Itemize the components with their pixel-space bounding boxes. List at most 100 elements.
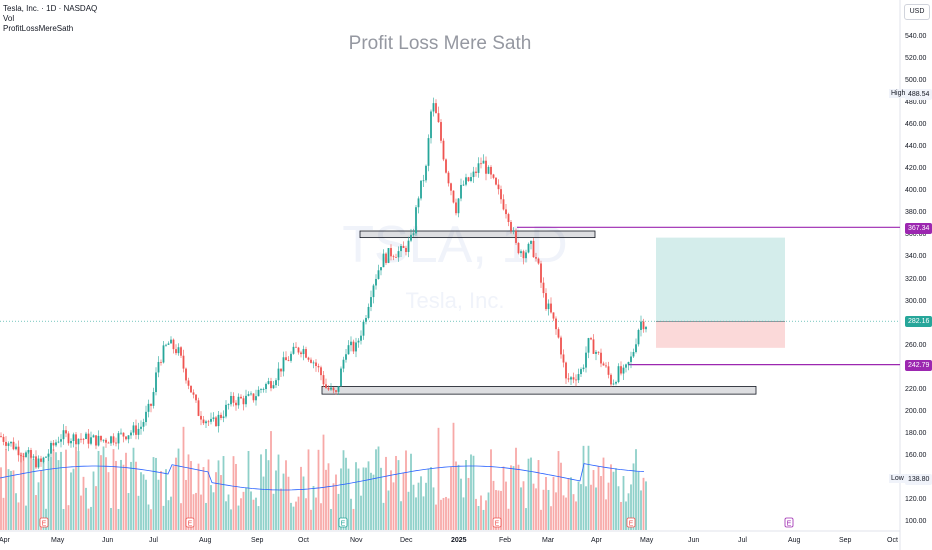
volume-bar [557, 451, 560, 530]
time-tick-label: Sep [839, 537, 852, 544]
candle [587, 338, 590, 353]
time-tick-label: Oct [887, 537, 898, 544]
candle [107, 442, 110, 444]
volume-indicator-label[interactable]: Vol [3, 14, 15, 23]
candle [357, 340, 360, 343]
support-zone[interactable] [321, 386, 757, 395]
candle [615, 382, 617, 384]
candle [440, 122, 442, 141]
earnings-icon-label: E [341, 521, 346, 528]
candle [467, 177, 470, 182]
volume-bar [177, 448, 180, 530]
earnings-icon[interactable] [492, 517, 502, 528]
candle [167, 343, 170, 345]
volume-bar [27, 450, 30, 530]
target-zone[interactable] [656, 237, 785, 322]
candle [307, 357, 310, 360]
volume-bar [295, 501, 297, 530]
candle [105, 439, 107, 443]
volume-bar [585, 486, 587, 530]
volume-bar [150, 509, 152, 530]
earnings-icon-label: E [629, 521, 634, 528]
volume-bar [570, 477, 572, 530]
volume-bar [292, 506, 295, 530]
volume-bar [250, 491, 252, 530]
earnings-icon[interactable] [185, 517, 195, 528]
stop-zone[interactable] [656, 321, 785, 348]
resistance-zone[interactable] [359, 230, 596, 239]
time-tick-label: Aug [788, 537, 801, 544]
earnings-icon[interactable] [39, 517, 49, 528]
earnings-icon[interactable] [626, 517, 636, 528]
candle [242, 398, 245, 405]
candle [152, 392, 155, 406]
volume-bar [255, 497, 257, 530]
candle [280, 368, 282, 372]
candle [512, 230, 515, 232]
volume-bar [200, 494, 202, 530]
volume-bar [597, 466, 600, 530]
candle [532, 240, 535, 258]
candle [287, 360, 290, 361]
volume-bar [82, 476, 85, 530]
volume-bar [590, 484, 592, 530]
volume-bar [235, 463, 237, 530]
volume-bar [50, 456, 52, 530]
volume-bar [262, 476, 265, 530]
volume-bar [547, 489, 550, 530]
volume-bar [602, 457, 605, 530]
volume-bar [307, 449, 310, 530]
candle [355, 342, 357, 352]
candle [47, 453, 50, 457]
candle [335, 390, 337, 392]
volume-bar [132, 447, 135, 530]
candle [535, 257, 537, 259]
candle [255, 396, 257, 401]
volume-bar [575, 501, 577, 530]
candle [227, 404, 230, 406]
candle [250, 393, 252, 395]
time-tick-label: Feb [499, 537, 512, 544]
candle [180, 347, 182, 356]
volume-bar [470, 454, 472, 530]
candle [35, 456, 37, 468]
volume-bar [620, 501, 622, 530]
volume-bar [192, 494, 195, 530]
candle [145, 411, 147, 423]
volume-bar [495, 490, 497, 530]
candle [460, 184, 462, 199]
price-tick-label: 400.00 [905, 187, 927, 195]
symbol-info[interactable]: Tesla, Inc. · 1D · NASDAQ [3, 4, 98, 13]
volume-bar [360, 495, 362, 530]
candle [285, 357, 287, 361]
earnings-icon[interactable] [338, 517, 348, 528]
candle [305, 349, 307, 358]
volume-bar [70, 472, 72, 530]
volume-bar [415, 497, 417, 530]
volume-bar [347, 468, 350, 530]
candle [380, 267, 382, 271]
volume-bar [625, 501, 627, 530]
volume-bar [552, 476, 555, 530]
script-indicator-label[interactable]: ProfitLossMereSath [3, 24, 74, 33]
currency-button[interactable]: USD [904, 4, 930, 20]
time-tick-label: Jul [149, 537, 158, 544]
volume-bar [610, 464, 612, 530]
volume-bar [635, 449, 637, 530]
candle [115, 442, 117, 444]
candle [317, 366, 320, 368]
volume-bar [140, 472, 142, 530]
volume-bar [567, 478, 570, 530]
candle [480, 163, 482, 165]
volume-bar [52, 449, 55, 530]
candle [442, 140, 445, 160]
volume-bar [600, 476, 602, 530]
volume-bar [532, 483, 535, 530]
earnings-icon[interactable] [784, 517, 794, 528]
candle [500, 189, 502, 200]
candle [52, 442, 55, 446]
volume-bar [210, 485, 212, 530]
price-tick-label: 380.00 [905, 209, 927, 217]
